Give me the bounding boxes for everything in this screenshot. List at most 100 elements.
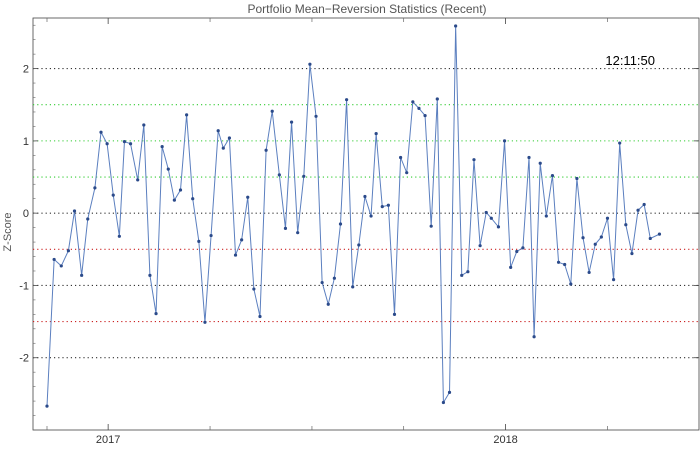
data-point	[86, 217, 90, 221]
y-tick-label: 0	[23, 208, 29, 220]
data-point	[532, 335, 536, 339]
data-point	[569, 282, 573, 286]
data-point	[246, 195, 250, 199]
data-point	[544, 214, 548, 218]
y-tick-label: 1	[23, 136, 29, 148]
data-point	[203, 320, 207, 324]
data-point	[380, 205, 384, 209]
data-point	[587, 270, 591, 275]
data-point	[308, 62, 312, 66]
data-point	[429, 224, 433, 228]
data-point	[363, 194, 367, 199]
data-point	[648, 236, 652, 241]
data-point	[221, 146, 225, 150]
data-point	[624, 223, 628, 227]
data-point	[240, 238, 244, 242]
data-point	[466, 270, 470, 274]
data-point	[399, 155, 403, 160]
x-tick-label: 2017	[96, 434, 120, 446]
data-point	[454, 24, 458, 28]
data-point	[270, 109, 274, 113]
data-point	[593, 242, 597, 246]
data-point	[581, 236, 585, 240]
data-point	[351, 285, 355, 289]
plot-border	[32, 17, 700, 431]
data-point	[447, 390, 452, 395]
data-point	[357, 243, 361, 247]
data-point	[52, 257, 56, 262]
data-point	[435, 97, 439, 101]
data-point	[509, 265, 513, 269]
data-point	[209, 233, 213, 238]
data-point	[405, 171, 409, 175]
data-point	[441, 400, 446, 405]
data-point	[191, 197, 195, 201]
data-point	[117, 234, 121, 238]
data-point	[314, 114, 318, 118]
data-point	[66, 249, 70, 253]
data-point	[502, 139, 507, 143]
data-point	[289, 120, 294, 124]
data-point	[122, 140, 127, 144]
data-point	[93, 186, 97, 190]
data-point	[550, 173, 555, 178]
data-point	[478, 244, 482, 248]
y-tick-label: 2	[23, 64, 29, 76]
data-point	[172, 198, 176, 202]
data-point	[264, 148, 268, 152]
data-point	[575, 176, 579, 181]
data-point	[611, 278, 616, 282]
data-point	[72, 209, 77, 213]
data-point	[472, 158, 476, 162]
data-point	[345, 98, 349, 102]
data-point	[136, 178, 140, 182]
data-point	[563, 262, 567, 267]
data-point	[99, 130, 103, 134]
data-point	[320, 280, 324, 285]
data-point	[338, 222, 343, 226]
data-point	[423, 113, 427, 118]
data-point	[496, 225, 501, 229]
data-point	[369, 214, 373, 218]
data-point	[252, 287, 256, 291]
y-tick-label: -2	[19, 353, 29, 365]
data-point	[332, 276, 336, 280]
data-point	[148, 273, 152, 277]
data-point	[599, 235, 603, 239]
data-point	[283, 226, 288, 230]
data-point	[142, 123, 146, 127]
data-point	[277, 173, 281, 177]
axis-ticks: 2 1 0 -1 -2 2017 2018	[19, 18, 699, 446]
y-axis-label: Z-Score	[2, 212, 14, 251]
data-point	[227, 136, 232, 140]
chart-title: Portfolio Mean−Reversion Statistics (Rec…	[247, 2, 486, 16]
data-point	[111, 193, 115, 197]
data-point	[80, 273, 84, 277]
data-point	[630, 252, 634, 256]
reference-lines	[33, 68, 699, 359]
data-point	[59, 264, 63, 268]
data-point	[521, 246, 525, 250]
data-point	[233, 253, 238, 257]
data-point	[197, 239, 201, 243]
data-point	[386, 203, 390, 207]
data-point	[374, 132, 378, 136]
plot-frame	[32, 17, 700, 431]
data-point	[527, 155, 531, 160]
data-point	[185, 113, 189, 117]
y-tick-label: -1	[19, 280, 29, 292]
data-point	[302, 174, 306, 178]
data-point	[636, 208, 640, 212]
data-point	[128, 142, 133, 146]
data-point	[417, 106, 421, 110]
data-point	[556, 260, 561, 264]
data-point	[105, 142, 109, 146]
clock-annotation: 12:11:50	[605, 53, 655, 68]
data-point	[538, 161, 542, 165]
data-point	[618, 141, 622, 145]
data-series	[45, 24, 662, 408]
data-point	[45, 404, 49, 408]
data-point	[460, 273, 464, 277]
